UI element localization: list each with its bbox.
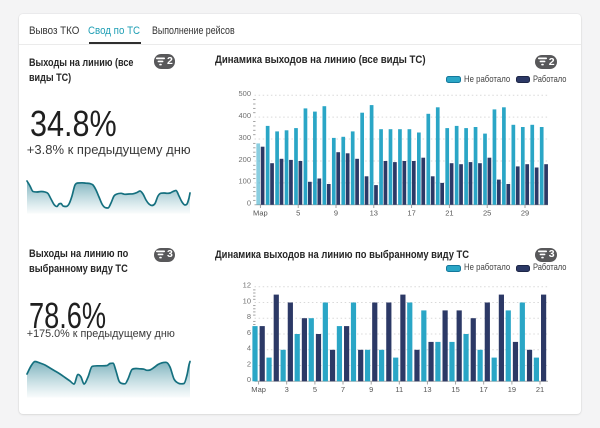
svg-text:29: 29 — [521, 209, 529, 218]
svg-text:13: 13 — [423, 385, 431, 394]
svg-text:7: 7 — [341, 385, 345, 394]
svg-text:25: 25 — [483, 209, 491, 218]
svg-text:300: 300 — [238, 133, 251, 142]
svg-text:500: 500 — [238, 89, 251, 98]
svg-text:3: 3 — [285, 385, 289, 394]
svg-text:17: 17 — [480, 385, 488, 394]
svg-text:21: 21 — [445, 209, 453, 218]
svg-text:200: 200 — [238, 155, 251, 164]
svg-text:10: 10 — [243, 296, 251, 305]
svg-text:100: 100 — [238, 177, 251, 186]
svg-text:12: 12 — [243, 281, 251, 290]
svg-text:9: 9 — [334, 209, 338, 218]
svg-text:0: 0 — [247, 199, 251, 208]
svg-text:400: 400 — [238, 111, 251, 120]
svg-text:4: 4 — [247, 344, 251, 353]
svg-text:15: 15 — [451, 385, 459, 394]
svg-text:6: 6 — [247, 328, 251, 337]
svg-text:11: 11 — [395, 385, 403, 394]
svg-text:19: 19 — [508, 385, 516, 394]
svg-text:5: 5 — [296, 209, 300, 218]
svg-text:5: 5 — [313, 385, 317, 394]
svg-text:0: 0 — [247, 375, 251, 384]
svg-text:9: 9 — [369, 385, 373, 394]
svg-text:17: 17 — [407, 209, 415, 218]
svg-text:8: 8 — [247, 312, 251, 321]
svg-text:Мар: Мар — [251, 385, 266, 394]
svg-text:Мар: Мар — [253, 209, 268, 218]
svg-text:13: 13 — [370, 209, 378, 218]
svg-text:2: 2 — [247, 359, 251, 368]
svg-text:21: 21 — [536, 385, 544, 394]
